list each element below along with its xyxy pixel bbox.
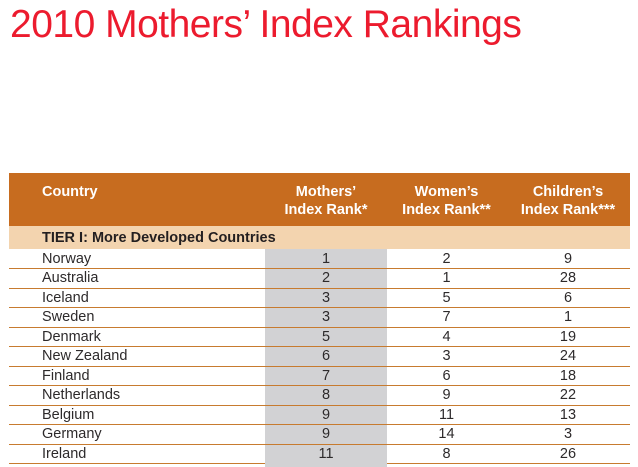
- country-cell: Australia: [9, 268, 265, 289]
- column-header-country: Country: [9, 173, 265, 226]
- womens-rank-cell: 14: [387, 424, 506, 445]
- table-row: Finland 7 6 18: [9, 366, 630, 386]
- mothers-rank-cell: 3: [265, 288, 387, 308]
- table-row: Norway 1 2 9: [9, 249, 630, 269]
- column-header-mothers-index-rank: Mothers’ Index Rank*: [265, 173, 387, 226]
- mothers-rank-cell: 8: [265, 385, 387, 406]
- womens-rank-cell: 1: [387, 268, 506, 289]
- childrens-rank-cell: 13: [506, 405, 630, 425]
- childrens-rank-cell: 19: [506, 327, 630, 347]
- childrens-rank-cell: 9: [506, 249, 630, 269]
- mothers-rank-cell: 1: [265, 249, 387, 269]
- womens-rank-cell: 2: [387, 249, 506, 269]
- womens-rank-cell: 8: [387, 444, 506, 464]
- country-cell: Ireland: [9, 444, 265, 464]
- country-cell: Norway: [9, 249, 265, 269]
- mothers-rank-cell: 11: [265, 444, 387, 464]
- rankings-table: Country Mothers’ Index Rank* Women’s Ind…: [9, 173, 630, 464]
- mothers-rank-cell: 7: [265, 366, 387, 386]
- table-row: Ireland 11 8 26: [9, 444, 630, 464]
- womens-rank-cell: 11: [387, 405, 506, 425]
- country-cell: Germany: [9, 424, 265, 445]
- womens-rank-cell: 6: [387, 366, 506, 386]
- childrens-rank-cell: 18: [506, 366, 630, 386]
- table-row: Sweden 3 7 1: [9, 307, 630, 328]
- mothers-rank-cell: 9: [265, 405, 387, 425]
- mothers-rank-cell: 6: [265, 346, 387, 367]
- mothers-rank-cell: 3: [265, 307, 387, 328]
- childrens-rank-cell: 1: [506, 307, 630, 328]
- country-cell: New Zealand: [9, 346, 265, 367]
- childrens-rank-cell: 6: [506, 288, 630, 308]
- womens-rank-cell: 9: [387, 385, 506, 406]
- womens-rank-cell: 7: [387, 307, 506, 328]
- childrens-rank-cell: 26: [506, 444, 630, 464]
- table-row: Netherlands 8 9 22: [9, 385, 630, 406]
- table-row: Denmark 5 4 19: [9, 327, 630, 347]
- rank-column-overflow: [265, 463, 387, 467]
- childrens-rank-cell: 3: [506, 424, 630, 445]
- country-cell: Belgium: [9, 405, 265, 425]
- table-row: Iceland 3 5 6: [9, 288, 630, 308]
- womens-rank-cell: 4: [387, 327, 506, 347]
- womens-rank-cell: 5: [387, 288, 506, 308]
- mothers-rank-cell: 5: [265, 327, 387, 347]
- tier-header-row: TIER I: More Developed Countries: [9, 226, 630, 249]
- country-cell: Iceland: [9, 288, 265, 308]
- country-cell: Finland: [9, 366, 265, 386]
- table-body: Norway 1 2 9 Australia 2 1 28 Iceland 3 …: [9, 249, 630, 464]
- mothers-rank-cell: 2: [265, 268, 387, 289]
- column-header-womens-index-rank: Women’s Index Rank**: [387, 173, 506, 226]
- column-header-childrens-index-rank: Children’s Index Rank***: [506, 173, 630, 226]
- childrens-rank-cell: 22: [506, 385, 630, 406]
- country-cell: Netherlands: [9, 385, 265, 406]
- table-row: New Zealand 6 3 24: [9, 346, 630, 367]
- table-header: Country Mothers’ Index Rank* Women’s Ind…: [9, 173, 630, 226]
- childrens-rank-cell: 28: [506, 268, 630, 289]
- table-row: Australia 2 1 28: [9, 268, 630, 289]
- page-title: 2010 Mothers’ Index Rankings: [10, 3, 522, 46]
- table-row: Germany 9 14 3: [9, 424, 630, 445]
- mothers-rank-cell: 9: [265, 424, 387, 445]
- country-cell: Denmark: [9, 327, 265, 347]
- country-cell: Sweden: [9, 307, 265, 328]
- womens-rank-cell: 3: [387, 346, 506, 367]
- childrens-rank-cell: 24: [506, 346, 630, 367]
- table-row: Belgium 9 11 13: [9, 405, 630, 425]
- tier-header-label: TIER I: More Developed Countries: [9, 226, 630, 249]
